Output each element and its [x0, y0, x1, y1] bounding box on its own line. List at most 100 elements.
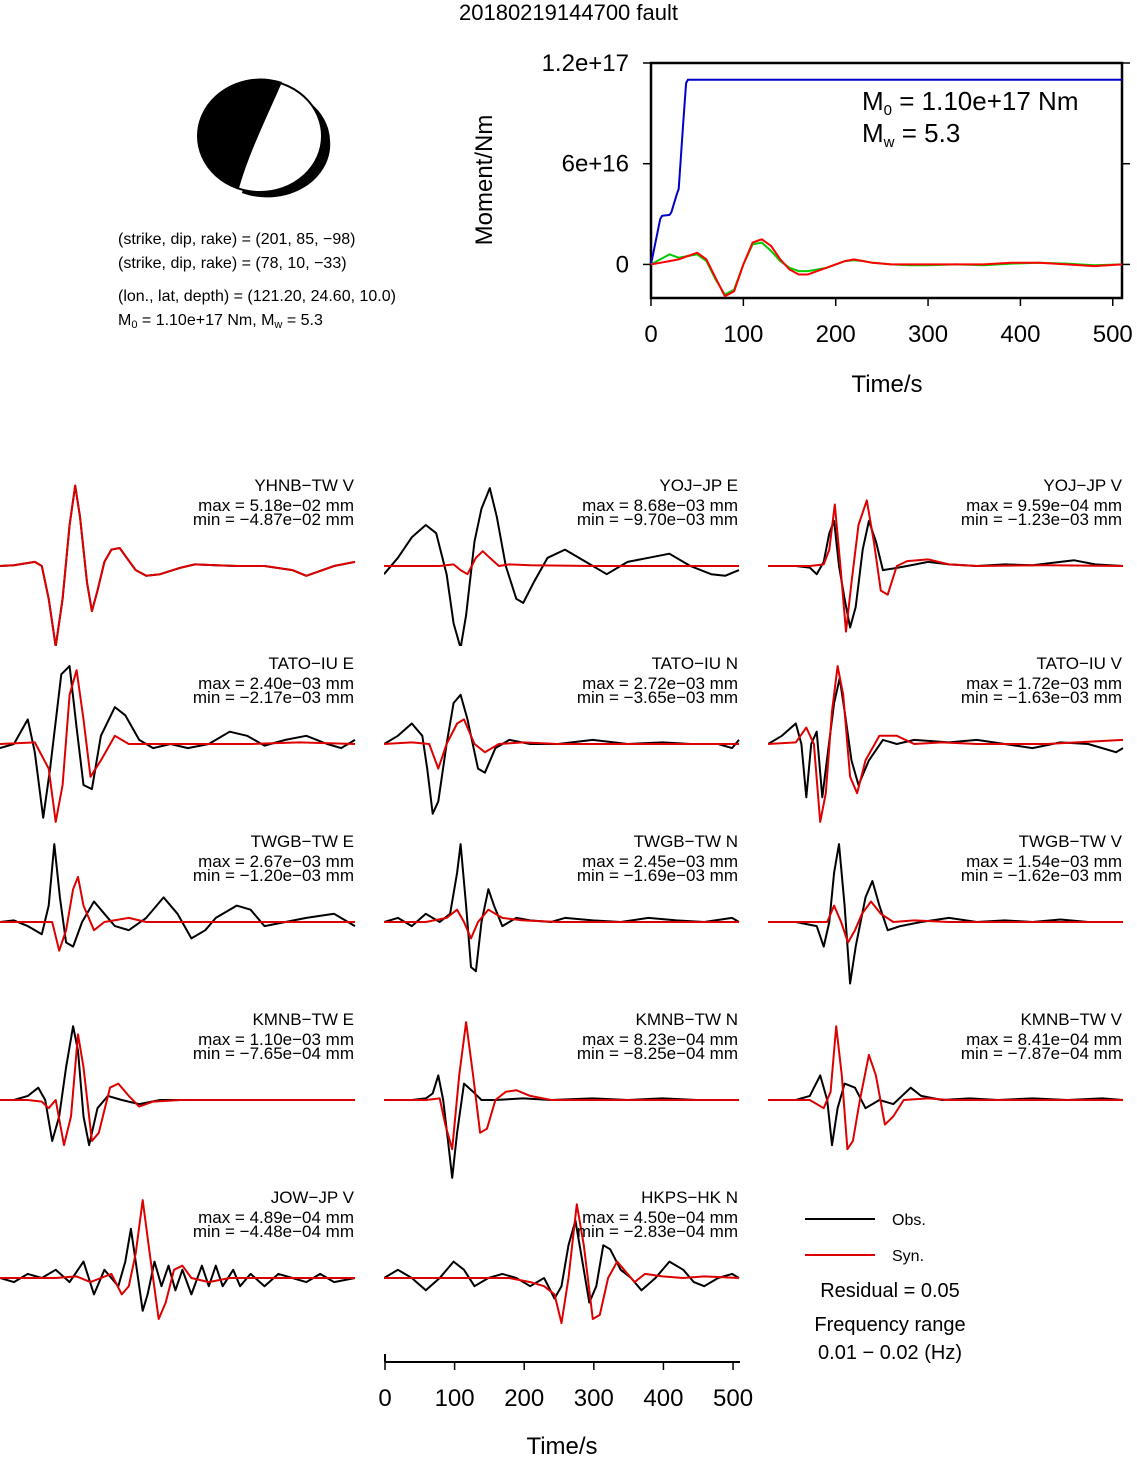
trace-min-label: min = −1.62e−03 mm [960, 866, 1122, 885]
info-m0-value: = 1.10e+17 Nm, M [137, 312, 275, 329]
trace-station-label: KMNB−TW N [635, 1010, 738, 1029]
synthetic-trace [0, 484, 356, 646]
legend-syn-label: Syn. [892, 1248, 924, 1265]
waveform-time-axis: 0 100 200 300 400 500 Time/s [378, 1354, 753, 1458]
trace-max-label: max = 1.72e−03 mm [966, 674, 1122, 693]
info-location: (lon., lat, depth) = (121.20, 24.60, 10.… [118, 288, 396, 305]
observed-trace [768, 843, 1123, 985]
trace-station-label: KMNB−TW E [252, 1010, 354, 1029]
waveform-plot [0, 1199, 356, 1320]
trace-min-label: min = −2.17e−03 mm [192, 688, 354, 707]
observed-trace [768, 1074, 1124, 1147]
waveform-plot [384, 1021, 739, 1179]
moment-plot-frame [649, 61, 1124, 300]
waveform-xtick-label: 200 [504, 1385, 544, 1412]
observed-trace [0, 665, 356, 819]
info-strike-dip-rake-1: (strike, dip, rake) = (201, 85, −98) [118, 231, 356, 248]
synthetic-trace [384, 1203, 740, 1325]
trace-max-label: max = 2.45e−03 mm [582, 852, 738, 871]
observed-trace [0, 1227, 356, 1312]
moment-ytick-label: 1.2e+17 [542, 50, 629, 77]
info-strike-dip-rake-2: (strike, dip, rake) = (78, 10, −33) [118, 255, 347, 272]
trace-min-label: min = −1.69e−03 mm [576, 866, 738, 885]
trace-station-label: TATO−IU N [651, 654, 738, 673]
trace-min-label: min = −9.70e−03 mm [576, 510, 738, 529]
info-mw-subscript: w [274, 319, 283, 331]
trace-max-label: max = 8.68e−03 mm [582, 496, 738, 515]
info-m0-symbol: M [118, 312, 132, 329]
trace-max-label: max = 2.72e−03 mm [582, 674, 738, 693]
waveform-xtick-label: 500 [713, 1385, 753, 1412]
trace-min-label: min = −1.63e−03 mm [960, 688, 1122, 707]
trace-min-label: min = −2.83e−04 mm [576, 1222, 738, 1241]
trace-station-label: YOJ−JP E [659, 476, 738, 495]
info-m0-subscript: 0 [131, 319, 138, 331]
focal-mechanism-beachball [197, 78, 331, 198]
trace-max-label: max = 2.67e−03 mm [198, 852, 354, 871]
synthetic-trace [384, 1021, 739, 1151]
observed-trace [384, 693, 740, 815]
waveform-plot [768, 499, 1124, 633]
observed-trace [384, 487, 740, 646]
moment-ytick-label: 6e+16 [562, 151, 629, 178]
waveform-plot [384, 487, 740, 646]
moment-xlabel: Time/s [851, 371, 922, 398]
waveform-plot [0, 484, 356, 646]
moment-xtick-label: 100 [723, 321, 763, 348]
trace-max-label: max = 5.18e−02 mm [198, 496, 354, 515]
moment-xtick-label: 300 [908, 321, 948, 348]
waveform-plot [0, 1025, 355, 1147]
trace-station-label: JOW−JP V [270, 1188, 354, 1207]
synthetic-trace [0, 875, 355, 952]
trace-min-label: min = −8.25e−04 mm [576, 1044, 738, 1063]
residual-label: Residual = 0.05 [820, 1280, 960, 1302]
moment-annotation-mw: Mw = 5.3 [862, 118, 960, 151]
trace-station-label: YOJ−JP V [1043, 476, 1122, 495]
waveform-xtick-label: 400 [643, 1385, 683, 1412]
waveform-plot [768, 1025, 1124, 1151]
trace-max-label: max = 4.50e−04 mm [582, 1208, 738, 1227]
synthetic-trace [768, 499, 1124, 633]
trace-max-label: max = 8.23e−04 mm [582, 1030, 738, 1049]
legend: Obs. Syn. [805, 1212, 926, 1265]
waveform-plot [384, 1203, 740, 1325]
trace-max-label: max = 4.89e−04 mm [198, 1208, 354, 1227]
moment-xtick-label: 200 [816, 321, 856, 348]
moment-xtick-label: 500 [1093, 321, 1133, 348]
trace-station-label: HKPS−HK N [641, 1188, 738, 1207]
trace-min-label: min = −7.87e−04 mm [960, 1044, 1122, 1063]
waveform-plot [0, 665, 356, 823]
trace-station-label: TWGB−TW N [633, 832, 738, 851]
synthetic-trace [0, 1033, 355, 1147]
page-title: 20180219144700 fault [459, 0, 678, 25]
waveform-xtick-label: 300 [574, 1385, 614, 1412]
observed-trace [0, 843, 356, 948]
waveform-plot [384, 843, 740, 973]
moment-xtick-label: 0 [644, 321, 657, 348]
trace-min-label: min = −1.23e−03 mm [960, 510, 1122, 529]
waveform-plot [768, 843, 1123, 985]
synthetic-trace [768, 1025, 1123, 1151]
synthetic-trace [0, 1199, 355, 1320]
waveform-plot [0, 843, 356, 952]
trace-min-label: min = −4.48e−04 mm [192, 1222, 354, 1241]
trace-station-label: TATO−IU V [1036, 654, 1123, 673]
observed-trace [384, 843, 740, 973]
trace-station-label: YHNB−TW V [254, 476, 354, 495]
trace-station-label: TWGB−TW V [1018, 832, 1122, 851]
moment-series-line-1 [650, 241, 1123, 296]
observed-trace [768, 519, 1124, 629]
trace-max-label: max = 1.54e−03 mm [966, 852, 1122, 871]
trace-station-label: TATO−IU E [268, 654, 355, 673]
synthetic-trace [768, 900, 1123, 944]
